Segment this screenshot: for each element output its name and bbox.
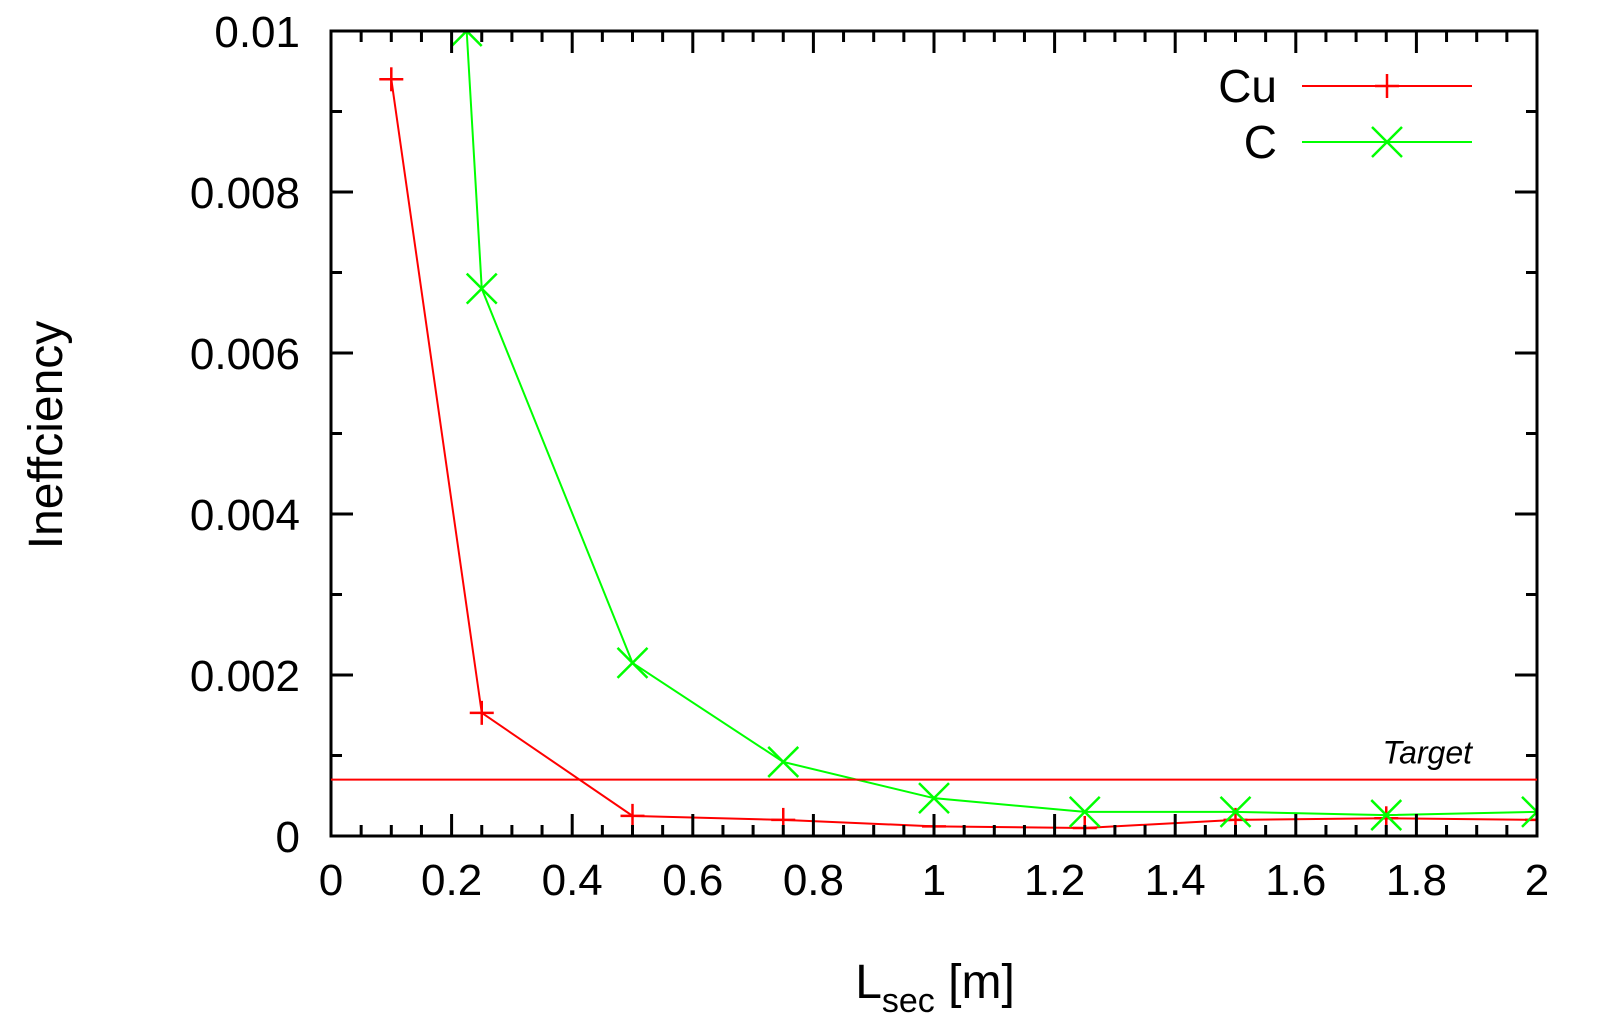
cross-marker [1370,799,1403,831]
legend-marker-c [1371,126,1403,158]
data-point [1068,795,1101,828]
data-point [469,700,494,725]
cross-marker [1521,795,1537,814]
data-point [1521,795,1537,828]
legend-label-c: C [1244,116,1277,168]
x-tick-label: 0 [319,856,343,905]
data-point [918,782,950,815]
series-line-c [465,31,1537,817]
cross-marker [918,782,950,815]
data-point [450,31,483,47]
legend-marker-cu [1375,74,1399,98]
legend: CuC [1218,60,1472,168]
cross-marker [450,31,469,47]
x-axis-title-subscript: sec [882,982,935,1020]
plot-border [329,29,1539,838]
tick-labels: 0 0.2 0.4 0.6 0.8 1 1.2 1.4 1.6 1.8 2 0 0.002 0.004 0.… [190,8,1549,905]
data-point [465,272,498,305]
cross-marker [465,272,498,305]
cross-marker [616,647,649,679]
cross-marker [1068,795,1101,828]
cross-marker [1521,810,1537,828]
x-tick-label: 0.4 [542,856,603,905]
y-tick-label: 0.006 [190,330,300,379]
series-layer [379,31,1537,836]
x-tick-label: 1 [922,856,946,905]
series-line-cu [390,79,1537,829]
cross-marker [1219,795,1252,828]
x-tick-label: 1.4 [1145,856,1206,905]
x-tick-label: 2 [1525,856,1549,905]
y-tick-label: 0.004 [190,491,300,540]
x-tick-label: 0.6 [662,856,723,905]
data-point [767,746,800,778]
plot-frame [329,29,1539,838]
data-point [620,803,645,828]
x-tick-label: 0.2 [421,856,482,905]
cross-marker [767,746,800,778]
annotations: Target [331,735,1537,781]
x-axis-title-main: L [855,956,882,1009]
target-label: Target [1382,735,1473,771]
x-tick-label: 1.2 [1024,856,1085,905]
x-axis-title-suffix: [m] [935,956,1015,1009]
y-tick-label: 0 [276,813,300,862]
y-axis-title: Ineffciency [20,321,73,550]
cross-marker [1371,126,1403,158]
x-tick-label: 1.6 [1265,856,1326,905]
data-point [616,647,649,679]
legend-label-cu: Cu [1218,60,1277,112]
data-point [379,67,404,92]
cross-marker [464,31,483,47]
x-tick-label: 1.8 [1386,856,1447,905]
y-tick-label: 0.008 [190,169,300,218]
axis-ticks [329,29,1539,838]
data-point [1219,795,1252,828]
y-tick-label: 0.01 [214,8,300,57]
x-axis-title: Lsec [m] [855,956,1015,1020]
y-tick-label: 0.002 [190,652,300,701]
x-tick-label: 0.8 [783,856,844,905]
data-point [1370,799,1403,831]
